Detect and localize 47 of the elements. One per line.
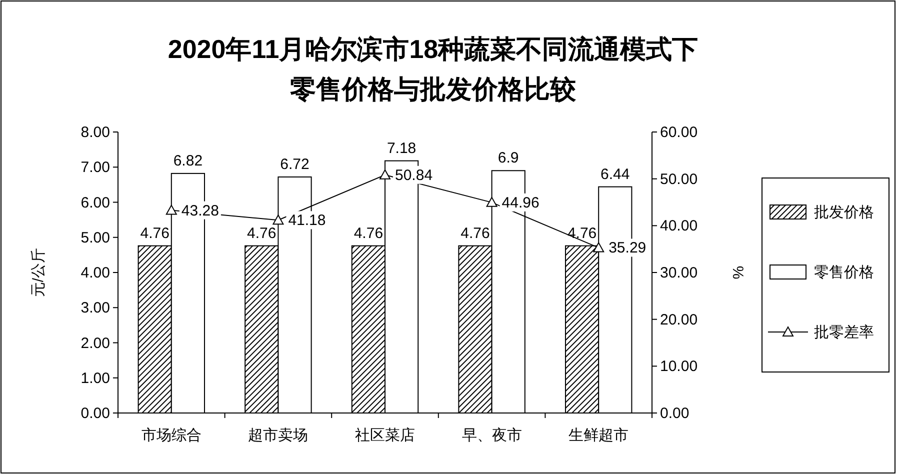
y2-tick-label: 50.00 xyxy=(660,170,698,188)
point xyxy=(593,242,604,252)
x-tick-label: 超市卖场 xyxy=(248,427,308,444)
y-tick-label: 8.00 xyxy=(80,124,110,141)
y-tick-label: 5.00 xyxy=(80,229,110,246)
x-tick-label: 生鲜超市 xyxy=(568,427,629,444)
point xyxy=(380,169,390,180)
data-label: 50.84 xyxy=(395,166,433,184)
y-axis-title: 元/公斤 xyxy=(30,248,47,298)
y2-tick-label: 60.00 xyxy=(660,124,698,141)
chart-title: 2020年11月哈尔滨市18种蔬菜不同流通模式下零售价格与批发价格比较 xyxy=(168,34,698,104)
data-label: 41.18 xyxy=(288,212,326,230)
y-tick-label: 7.00 xyxy=(80,159,110,176)
data-label: 6.9 xyxy=(498,150,519,167)
y2-tick-label: 20.00 xyxy=(660,311,698,328)
y-tick-label: 3.00 xyxy=(80,300,110,317)
data-label: 7.18 xyxy=(386,140,416,157)
y2-axis-title: % xyxy=(729,266,746,280)
data-label: 4.76 xyxy=(247,224,276,242)
data-label: 35.29 xyxy=(608,240,646,257)
y2-tick-label: 30.00 xyxy=(660,264,698,282)
point xyxy=(272,214,284,225)
legend-label: 批发价格 xyxy=(814,204,874,221)
point xyxy=(166,204,177,215)
data-label: 43.28 xyxy=(181,202,219,220)
data-label: 4.76 xyxy=(567,224,597,242)
y2-tick-label: 0.00 xyxy=(660,405,690,422)
data-label: 4.76 xyxy=(140,224,170,242)
data-label: 6.82 xyxy=(173,152,203,170)
data-label: 6.72 xyxy=(280,156,310,173)
data-label: 6.44 xyxy=(600,166,630,183)
y2-tick-label: 10.00 xyxy=(660,358,698,376)
legend-label: 零售价格 xyxy=(814,264,874,281)
data-label: 4.76 xyxy=(354,224,384,242)
x-tick-label: 市场综合 xyxy=(141,427,202,444)
x-tick-label: 社区菜店 xyxy=(355,427,415,444)
y-tick-label: 0.00 xyxy=(80,405,110,422)
x-tick-label: 早、夜市 xyxy=(462,427,522,444)
y-tick-label: 6.00 xyxy=(80,194,110,212)
data-label: 4.76 xyxy=(460,224,490,242)
y-tick-label: 2.00 xyxy=(80,334,110,352)
y2-tick-label: 40.00 xyxy=(660,218,698,235)
data-label: 44.96 xyxy=(502,194,540,212)
point xyxy=(486,196,498,207)
y-tick-label: 1.00 xyxy=(80,370,110,387)
y-tick-label: 4.00 xyxy=(80,264,110,282)
legend-label: 批零差率 xyxy=(814,324,874,341)
